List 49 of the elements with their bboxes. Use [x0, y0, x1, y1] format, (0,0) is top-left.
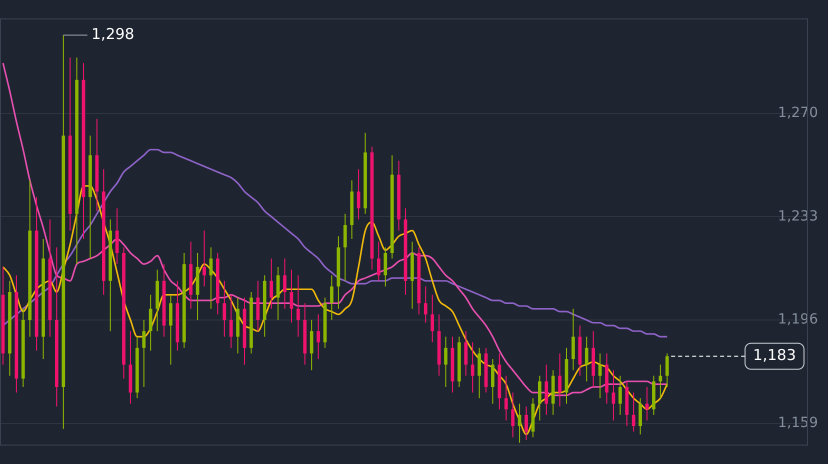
candlestick: [504, 375, 508, 421]
candlestick: [310, 319, 314, 371]
annotation: 1,298: [91, 25, 134, 44]
candlestick: [444, 336, 448, 388]
candlestick: [115, 208, 119, 265]
candlestick: [290, 269, 294, 324]
candlestick: [222, 280, 226, 338]
candlestick: [256, 280, 260, 332]
candlestick: [148, 294, 152, 352]
line-series: [2, 185, 668, 436]
candlestick: [538, 375, 542, 421]
candlestick: [584, 336, 588, 382]
candlestick: [283, 258, 286, 310]
y-tick-label: 1,270: [778, 104, 818, 121]
candlestick: [598, 352, 602, 399]
candlestick: [169, 294, 172, 366]
candlestick: [524, 406, 528, 441]
candlestick: [430, 294, 434, 343]
ref-line-label: 1,183: [753, 346, 796, 364]
candlestick: [316, 314, 320, 360]
candlestick: [645, 386, 649, 421]
candlestick: [270, 258, 274, 310]
candlestick: [572, 308, 575, 371]
candlestick: [377, 241, 380, 282]
candlestick: [558, 352, 562, 408]
candlestick: [296, 274, 300, 338]
candlestick: [356, 168, 360, 220]
candlestick: [464, 330, 468, 376]
candlestick: [470, 342, 474, 394]
candlestick: [665, 352, 669, 388]
candlestick: [511, 392, 515, 438]
candlestick: [618, 375, 622, 416]
candlestick: [544, 364, 548, 416]
candlestick: [229, 294, 233, 348]
candlestick: [202, 230, 206, 287]
candlestick: [478, 347, 481, 399]
candlestick: [491, 358, 494, 404]
y-tick-label: 1,233: [778, 208, 818, 224]
candlestick: [384, 246, 388, 287]
candlestick: [658, 364, 662, 399]
candlestick: [632, 392, 636, 432]
candlestick: [343, 213, 347, 282]
y-tick-label: 1,159: [778, 414, 818, 431]
candlestick: [209, 246, 213, 310]
candlestick: [638, 398, 642, 435]
candlestick: [142, 319, 146, 388]
candlestick: [424, 286, 428, 324]
candlestick: [330, 274, 334, 320]
line-series: [2, 148, 668, 338]
